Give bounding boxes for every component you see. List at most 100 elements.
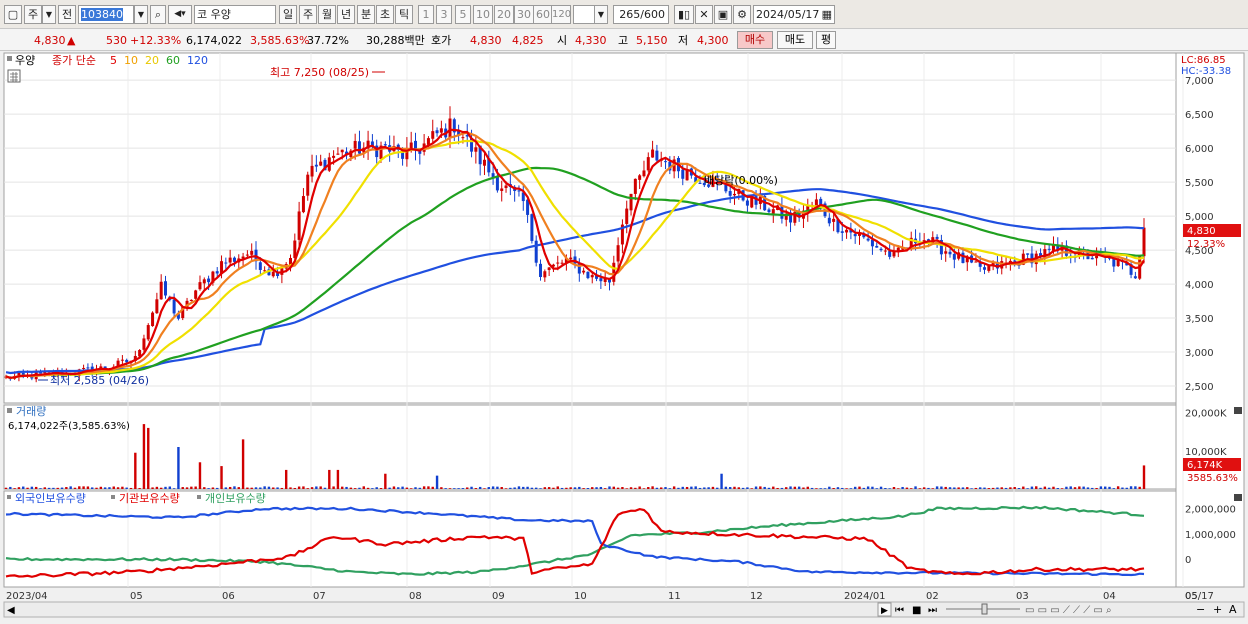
rewind-icon[interactable]: ⏮ xyxy=(895,605,904,616)
volume-bar xyxy=(1052,486,1055,489)
candle-body xyxy=(569,257,573,260)
period-day[interactable]: 일 xyxy=(279,5,297,24)
sound-icon[interactable]: ◀▾ xyxy=(168,5,192,24)
candle-body xyxy=(1129,264,1133,275)
volume-bar xyxy=(1095,487,1098,489)
y-axis-area xyxy=(1175,52,1245,588)
candle-body xyxy=(806,204,810,212)
interval-5[interactable]: 5 xyxy=(455,5,471,24)
interval-20[interactable]: 20 xyxy=(494,5,514,24)
volume-bar xyxy=(60,487,64,489)
candle-body xyxy=(595,275,599,279)
candle-body xyxy=(586,271,590,279)
market-button[interactable]: 주 xyxy=(24,5,42,24)
volume-bar xyxy=(418,487,422,489)
candle-body xyxy=(534,240,538,263)
candle-body xyxy=(935,236,939,239)
candle-body xyxy=(452,119,456,133)
candle-body xyxy=(159,281,163,300)
zoom-slider-handle[interactable] xyxy=(981,603,988,615)
date-field[interactable]: 2024/05/17 ▦ xyxy=(753,5,835,24)
volume-bar xyxy=(435,475,439,489)
period-month[interactable]: 월 xyxy=(318,5,336,24)
interval-30[interactable]: 30 xyxy=(514,5,534,24)
interval-60[interactable]: 60 xyxy=(533,5,553,24)
candle-body xyxy=(86,367,90,369)
volume-bar xyxy=(578,486,581,489)
code-dropdown-icon[interactable]: ▼ xyxy=(134,5,148,24)
candle-icon[interactable]: ▮▯ xyxy=(674,5,694,24)
up-arrow-icon: ▲ xyxy=(67,34,76,47)
avg-button[interactable]: 평 xyxy=(816,31,836,49)
search-icon[interactable]: ⌕ xyxy=(150,5,166,24)
volume-close-icon[interactable] xyxy=(1234,407,1242,414)
period-tick[interactable]: 틱 xyxy=(395,5,413,24)
window-icon[interactable]: ▢ xyxy=(4,5,22,24)
scroll-left-icon[interactable]: ◀ xyxy=(7,605,15,616)
volume-bar xyxy=(599,486,603,489)
ma60-legend: 60 xyxy=(166,54,180,67)
stop-icon[interactable]: ■ xyxy=(912,605,921,616)
code-input[interactable]: 103840 xyxy=(78,5,134,24)
forward-icon[interactable]: ⏭ xyxy=(928,605,937,616)
gear-icon[interactable]: ⚙ xyxy=(733,5,751,24)
save-icon[interactable]: ▣ xyxy=(714,5,732,24)
x-tick-label: 07 xyxy=(313,591,326,602)
buy-button[interactable]: 매수 xyxy=(737,31,773,49)
calendar-icon[interactable]: ▦ xyxy=(821,8,832,21)
volume-bar xyxy=(737,487,741,489)
count-field[interactable]: 265/600 xyxy=(613,5,669,24)
lc-label: LC:86.85 xyxy=(1181,55,1226,66)
volume-bar xyxy=(375,487,378,489)
scroll-right-icon[interactable]: ▶ xyxy=(881,606,888,616)
interval-3[interactable]: 3 xyxy=(436,5,452,24)
zoom-out-icon[interactable]: − xyxy=(1196,603,1205,616)
zoom-in-icon[interactable]: + xyxy=(1213,603,1222,616)
chevron-down-icon[interactable]: ▼ xyxy=(42,5,56,24)
volume-bar xyxy=(461,488,465,489)
candle-body xyxy=(125,359,129,363)
text-size-icon[interactable]: A xyxy=(1229,603,1237,616)
volume-bar xyxy=(30,486,34,489)
volume-bar xyxy=(1116,486,1120,489)
scroll-right-button[interactable] xyxy=(877,602,892,617)
sell-button[interactable]: 매도 xyxy=(777,31,813,49)
volume-bar xyxy=(530,487,534,489)
interval-1[interactable]: 1 xyxy=(418,5,434,24)
candle-body xyxy=(461,137,465,139)
volume-bar xyxy=(910,488,913,489)
period-second[interactable]: 초 xyxy=(376,5,394,24)
volume-bar xyxy=(836,487,840,489)
volume-bar xyxy=(56,487,59,489)
volume-bar xyxy=(1009,487,1012,489)
x-tick-label: 2024/01 xyxy=(844,591,886,602)
layout-icons[interactable]: ▭ ▭ ▭ ⟋ ⟋ ⟋ ▭ ⌕ xyxy=(1025,605,1112,616)
volume-bar xyxy=(349,487,353,489)
volume-pct: 3,585.63% xyxy=(250,34,310,47)
volume-bar xyxy=(1056,488,1059,489)
holdings-close-icon[interactable] xyxy=(1234,494,1242,501)
volume-bar xyxy=(444,488,447,489)
interval-10[interactable]: 10 xyxy=(473,5,493,24)
period-year[interactable]: 년 xyxy=(337,5,355,24)
crosshair-icon[interactable]: ✕ xyxy=(695,5,713,24)
volume-bar xyxy=(1069,486,1072,489)
candle-body xyxy=(314,164,318,167)
candle-body xyxy=(530,214,534,241)
candle-body xyxy=(241,256,245,259)
prev-button[interactable]: 전 xyxy=(58,5,76,24)
period-week[interactable]: 주 xyxy=(299,5,317,24)
stock-name-field[interactable]: 코 우양 xyxy=(194,5,276,24)
candle-body xyxy=(547,267,551,271)
period-minute[interactable]: 분 xyxy=(357,5,375,24)
candle-body xyxy=(293,240,297,259)
volume-bar xyxy=(785,487,788,489)
high-label: 고 xyxy=(618,34,629,47)
interval-dropdown-icon[interactable]: ▼ xyxy=(594,5,608,24)
interval-120[interactable]: 120 xyxy=(551,5,571,24)
volume-bar xyxy=(1060,488,1064,489)
candle-body xyxy=(995,261,999,269)
table-icon[interactable] xyxy=(7,69,21,83)
scrollbar[interactable] xyxy=(3,601,1245,618)
last-volume-label: 6,174K xyxy=(1187,460,1223,471)
